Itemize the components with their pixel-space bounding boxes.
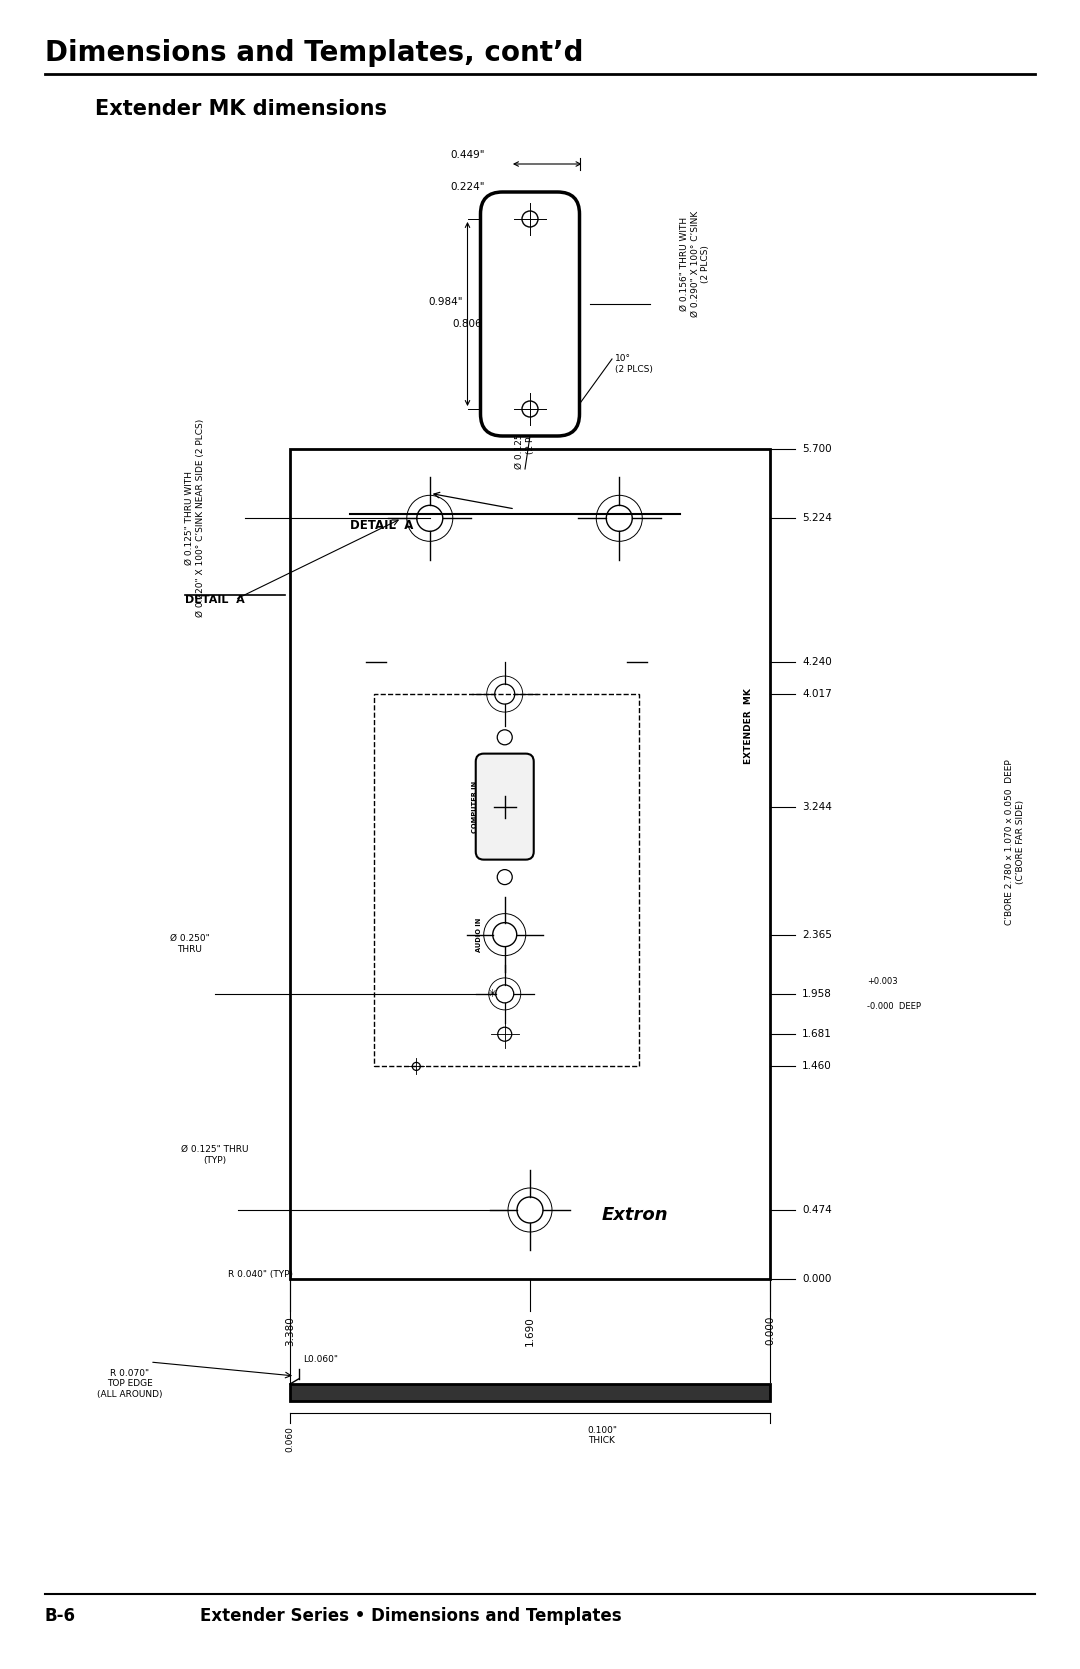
- Text: DETAIL  A: DETAIL A: [185, 594, 245, 604]
- Text: AUDIO IN: AUDIO IN: [475, 918, 482, 951]
- Text: 5.700: 5.700: [802, 444, 832, 454]
- Text: 1.958: 1.958: [802, 990, 832, 998]
- Text: Ø 0.125" THRU
(2 PLCS): Ø 0.125" THRU (2 PLCS): [515, 402, 535, 469]
- Text: Extender MK dimensions: Extender MK dimensions: [95, 98, 387, 118]
- Text: 10°
(2 PLCS): 10° (2 PLCS): [615, 354, 653, 374]
- Text: 0.224": 0.224": [450, 182, 485, 192]
- Bar: [291, 1384, 770, 1400]
- Text: Ø 0.250"
THRU: Ø 0.250" THRU: [171, 935, 210, 953]
- Text: Extender Series • Dimensions and Templates: Extender Series • Dimensions and Templat…: [200, 1607, 622, 1626]
- FancyBboxPatch shape: [481, 192, 580, 436]
- Text: 0.100"
THICK: 0.100" THICK: [588, 1425, 617, 1445]
- Text: 0.000: 0.000: [765, 1315, 775, 1345]
- Text: 0.000: 0.000: [802, 1273, 832, 1283]
- Text: 0.474: 0.474: [802, 1205, 832, 1215]
- Text: 0.806: 0.806: [453, 319, 483, 329]
- Text: Dimensions and Templates, cont’d: Dimensions and Templates, cont’d: [45, 38, 583, 67]
- Text: 1.460: 1.460: [802, 1061, 832, 1071]
- Text: Ø 0.125" THRU
(TYP): Ø 0.125" THRU (TYP): [181, 1145, 248, 1165]
- Text: 3.244: 3.244: [802, 801, 832, 811]
- Text: 0.060: 0.060: [285, 1425, 295, 1452]
- Text: Ø 0.125" THRU WITH
Ø 0.220" X 100° C’SINK NEAR SIDE (2 PLCS): Ø 0.125" THRU WITH Ø 0.220" X 100° C’SIN…: [186, 419, 205, 618]
- Text: 5.224: 5.224: [802, 514, 832, 524]
- Text: 4.017: 4.017: [802, 689, 832, 699]
- Text: 0.984": 0.984": [428, 297, 462, 307]
- Text: R 0.040" (TYP): R 0.040" (TYP): [228, 1270, 293, 1278]
- Text: -0.000  DEEP: -0.000 DEEP: [867, 1001, 921, 1011]
- Text: 3.380: 3.380: [285, 1315, 295, 1345]
- Text: R 0.070"
TOP EDGE
(ALL AROUND): R 0.070" TOP EDGE (ALL AROUND): [97, 1369, 163, 1399]
- Text: 1.681: 1.681: [802, 1030, 832, 1040]
- Text: DETAIL  A: DETAIL A: [350, 519, 414, 532]
- Text: L0.060": L0.060": [303, 1355, 338, 1364]
- Text: Extron: Extron: [602, 1207, 669, 1223]
- Text: COMPUTER IN: COMPUTER IN: [472, 781, 477, 833]
- Text: Ø 0.156" THRU WITH
Ø 0.290" X 100° C’SINK
(2 PLCS): Ø 0.156" THRU WITH Ø 0.290" X 100° C’SIN…: [680, 210, 710, 317]
- Bar: [291, 449, 770, 1278]
- FancyBboxPatch shape: [475, 754, 534, 860]
- Text: +0.003: +0.003: [867, 976, 897, 986]
- Text: EXTENDER  MK: EXTENDER MK: [744, 688, 754, 764]
- Text: 4.240: 4.240: [802, 656, 832, 666]
- Text: 2.365: 2.365: [802, 930, 832, 940]
- Text: 0.449": 0.449": [450, 150, 485, 160]
- Text: ✳: ✳: [487, 988, 497, 998]
- Text: B-6: B-6: [45, 1607, 76, 1626]
- Bar: [374, 694, 639, 1066]
- Text: C’BORE 2.780 x 1.070 x 0.050  DEEP
(C’BORE FAR SIDE): C’BORE 2.780 x 1.070 x 0.050 DEEP (C’BOR…: [1005, 759, 1025, 925]
- Text: 1.690: 1.690: [525, 1315, 535, 1345]
